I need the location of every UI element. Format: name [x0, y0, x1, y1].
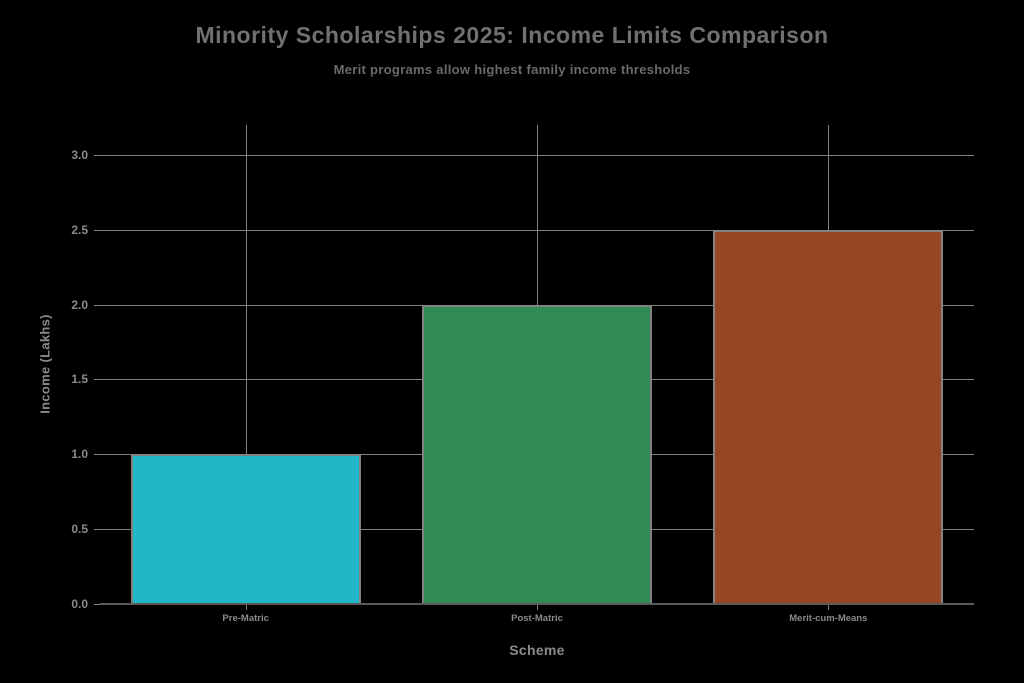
bar-merit-cum-means	[713, 229, 944, 604]
x-axis-title: Scheme	[509, 642, 565, 658]
x-tick-mark	[537, 605, 538, 610]
y-tick-label: 1.5	[71, 372, 88, 387]
x-tick-label: Post-Matric	[511, 613, 563, 624]
bar-post-matric	[422, 304, 652, 604]
y-tick-label: 2.5	[71, 222, 88, 237]
x-tick-mark	[828, 605, 830, 610]
y-tick-mark	[94, 304, 100, 306]
x-axis-line	[100, 603, 974, 605]
chart-title: Minority Scholarships 2025: Income Limit…	[195, 22, 829, 48]
y-tick-mark	[94, 379, 100, 381]
y-tick-mark	[94, 529, 100, 531]
y-tick-label: 1.0	[71, 447, 88, 462]
y-tick-mark	[94, 229, 100, 231]
y-axis-title: Income (Lakhs)	[37, 314, 53, 414]
y-tick-mark	[94, 154, 100, 156]
y-tick-mark	[94, 604, 100, 605]
x-tick-label: Merit-cum-Means	[789, 613, 868, 624]
gridline-v	[245, 125, 247, 604]
y-tick-label: 2.0	[71, 297, 88, 312]
bar-pre-matric	[130, 454, 361, 604]
y-tick-label: 3.0	[71, 147, 88, 162]
y-tick-mark	[94, 454, 100, 456]
x-tick-label: Pre-Matric	[222, 613, 269, 624]
y-tick-label: 0.0	[71, 597, 88, 611]
chart-subtitle: Merit programs allow highest family inco…	[333, 62, 691, 77]
plot-area: Pre-Matric Post-Matric Merit-cum-Means Sche…	[94, 125, 974, 658]
y-tick-label: 0.5	[71, 522, 88, 537]
x-tick-mark	[245, 605, 247, 610]
